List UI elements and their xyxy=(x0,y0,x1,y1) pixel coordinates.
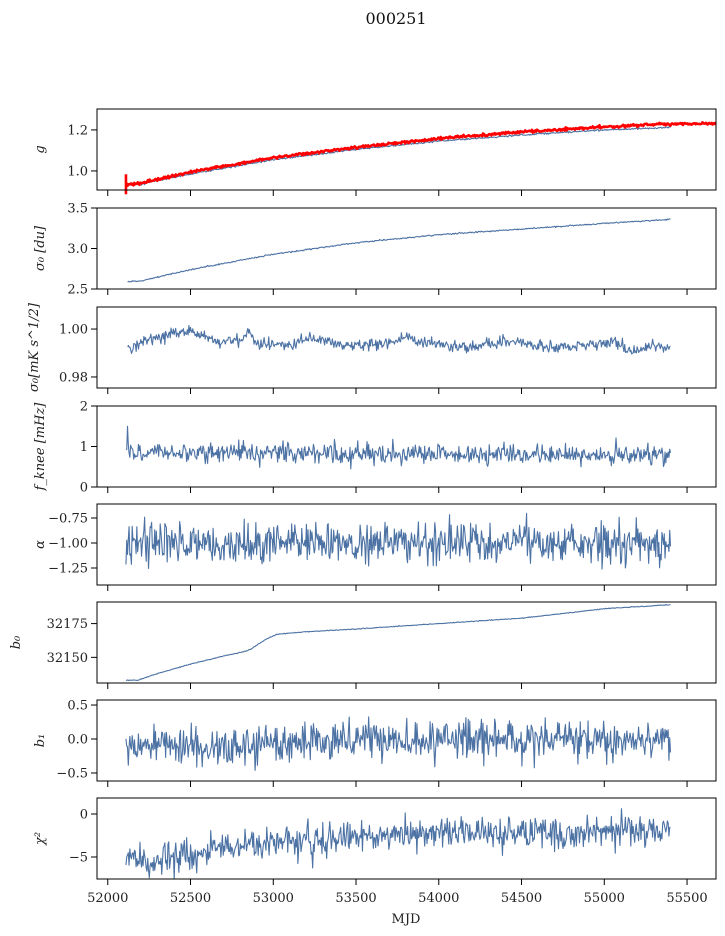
series-line-chi2-0 xyxy=(125,808,671,879)
x-tick-label: 55500 xyxy=(666,891,707,906)
axes-frame xyxy=(96,797,717,880)
series-line-sigma0_mk-0 xyxy=(127,324,671,355)
y-tick-label: 0 xyxy=(80,481,88,496)
x-tick-label: 52500 xyxy=(170,891,211,906)
x-axis-label: MJD xyxy=(392,912,421,927)
axes-frame xyxy=(96,207,717,290)
series-line-b0-0 xyxy=(125,603,671,682)
y-axis-label-b1: b₁ xyxy=(33,734,48,748)
y-tick-label: −1.00 xyxy=(48,537,88,552)
y-axis-label-chi2: χ² xyxy=(33,832,48,846)
y-tick-label: −0.5 xyxy=(56,766,88,781)
y-tick-label: 3.0 xyxy=(67,242,88,257)
y-axis-label-sigma0_du: σ₀ [du] xyxy=(33,225,48,271)
y-axis-label-fknee: f_knee [mHz] xyxy=(33,402,48,492)
y-axis-label-sigma0_mk: σ₀[mK s^1/2] xyxy=(27,302,42,392)
series-line-b1-0 xyxy=(125,716,672,771)
y-tick-label: 0 xyxy=(80,807,88,822)
y-tick-label: 1.0 xyxy=(67,164,88,179)
axes-frame xyxy=(96,699,717,782)
panel-sigma0_mk: 0.98 1.00 σ₀[mK s^1/2] xyxy=(27,302,717,394)
axes-frame xyxy=(96,503,717,586)
x-tick-label: 55000 xyxy=(584,891,625,906)
panels-group: 1.0 1.2 g 2.5 3.0 3.5 σ₀ [du] 0.98 1.00 σ₀[mK s^1… xyxy=(9,108,717,906)
panel-sigma0_du: 2.5 3.0 3.5 σ₀ [du] xyxy=(33,202,717,298)
panel-chi2: −5 0 χ² xyxy=(33,797,717,885)
y-tick-label: 1.2 xyxy=(67,123,88,138)
x-tick-label: 53000 xyxy=(253,891,294,906)
panel-alpha: −1.25 −1.00 −0.75 α xyxy=(33,503,717,591)
y-tick-label: 0.0 xyxy=(67,733,88,748)
axes-frame xyxy=(96,306,717,389)
series-line-fknee-0 xyxy=(125,425,672,470)
y-tick-label: 2.5 xyxy=(67,283,88,298)
series-line-alpha-0 xyxy=(125,512,672,570)
axes-frame xyxy=(96,601,717,684)
y-axis-label-g: g xyxy=(33,145,48,153)
y-tick-label: −5 xyxy=(69,850,88,865)
x-tick-label: 54000 xyxy=(418,891,459,906)
y-tick-label: −1.25 xyxy=(48,562,88,577)
panel-b1: −0.5 0.0 0.5 b₁ xyxy=(33,699,717,787)
y-tick-label: 1 xyxy=(80,440,88,455)
y-tick-label: 32150 xyxy=(47,651,88,666)
panel-b0: 32150 32175 b₀ xyxy=(9,601,717,689)
x-tick-label: 53500 xyxy=(335,891,376,906)
series-line-g-0 xyxy=(125,126,671,186)
x-tick-label: 52000 xyxy=(87,891,128,906)
y-axis-label-alpha: α xyxy=(33,540,48,549)
y-axis-label-b0: b₀ xyxy=(9,635,24,649)
axes-frame xyxy=(96,405,717,488)
y-tick-label: 2 xyxy=(80,400,88,415)
series-line-g-1 xyxy=(124,121,716,187)
panel-g: 1.0 1.2 g xyxy=(33,108,717,196)
y-tick-label: −0.75 xyxy=(48,512,88,527)
y-tick-label: 0.5 xyxy=(67,699,88,714)
y-tick-label: 1.00 xyxy=(59,323,88,338)
panel-fknee: 0 1 2 f_knee [mHz] xyxy=(33,400,717,496)
series-line-sigma0_du-0 xyxy=(127,218,671,283)
y-tick-label: 0.98 xyxy=(59,370,88,385)
x-tick-label: 54500 xyxy=(501,891,542,906)
figure-title: 000251 xyxy=(365,9,426,28)
axes-frame xyxy=(96,108,717,191)
y-tick-label: 3.5 xyxy=(67,202,88,217)
y-tick-label: 32175 xyxy=(47,617,88,632)
